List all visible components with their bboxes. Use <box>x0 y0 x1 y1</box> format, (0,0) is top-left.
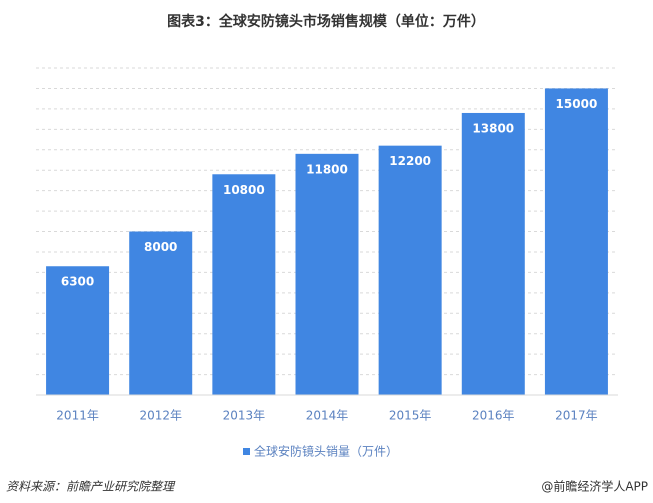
value-label: 10800 <box>223 183 265 197</box>
x-tick-label: 2017年 <box>555 409 598 423</box>
bar <box>46 266 110 395</box>
bar <box>461 112 525 396</box>
value-label: 15000 <box>556 97 598 111</box>
credit: @前瞻经济学人APP <box>541 479 648 494</box>
bar <box>212 174 276 395</box>
chart-title: 图表3：全球安防镜头市场销售规模（单位：万件） <box>167 13 485 30</box>
x-tick-label: 2016年 <box>472 409 515 423</box>
bar <box>129 231 193 395</box>
bar <box>544 88 608 395</box>
value-label: 6300 <box>61 275 94 289</box>
legend-label: 全球安防镜头销量（万件） <box>254 444 398 459</box>
source: 资料来源：前瞻产业研究院整理 <box>6 480 176 494</box>
value-label: 8000 <box>144 240 177 254</box>
x-tick-label: 2011年 <box>56 409 99 423</box>
x-tick-label: 2013年 <box>223 409 266 423</box>
x-tick-label: 2014年 <box>306 409 349 423</box>
value-label: 13800 <box>472 121 514 135</box>
x-tick-label: 2012年 <box>139 409 182 423</box>
bar <box>295 153 359 395</box>
value-label: 12200 <box>389 154 431 168</box>
value-label: 11800 <box>306 162 348 176</box>
bar <box>378 145 442 395</box>
legend-swatch <box>243 448 250 455</box>
x-tick-label: 2015年 <box>389 409 432 423</box>
